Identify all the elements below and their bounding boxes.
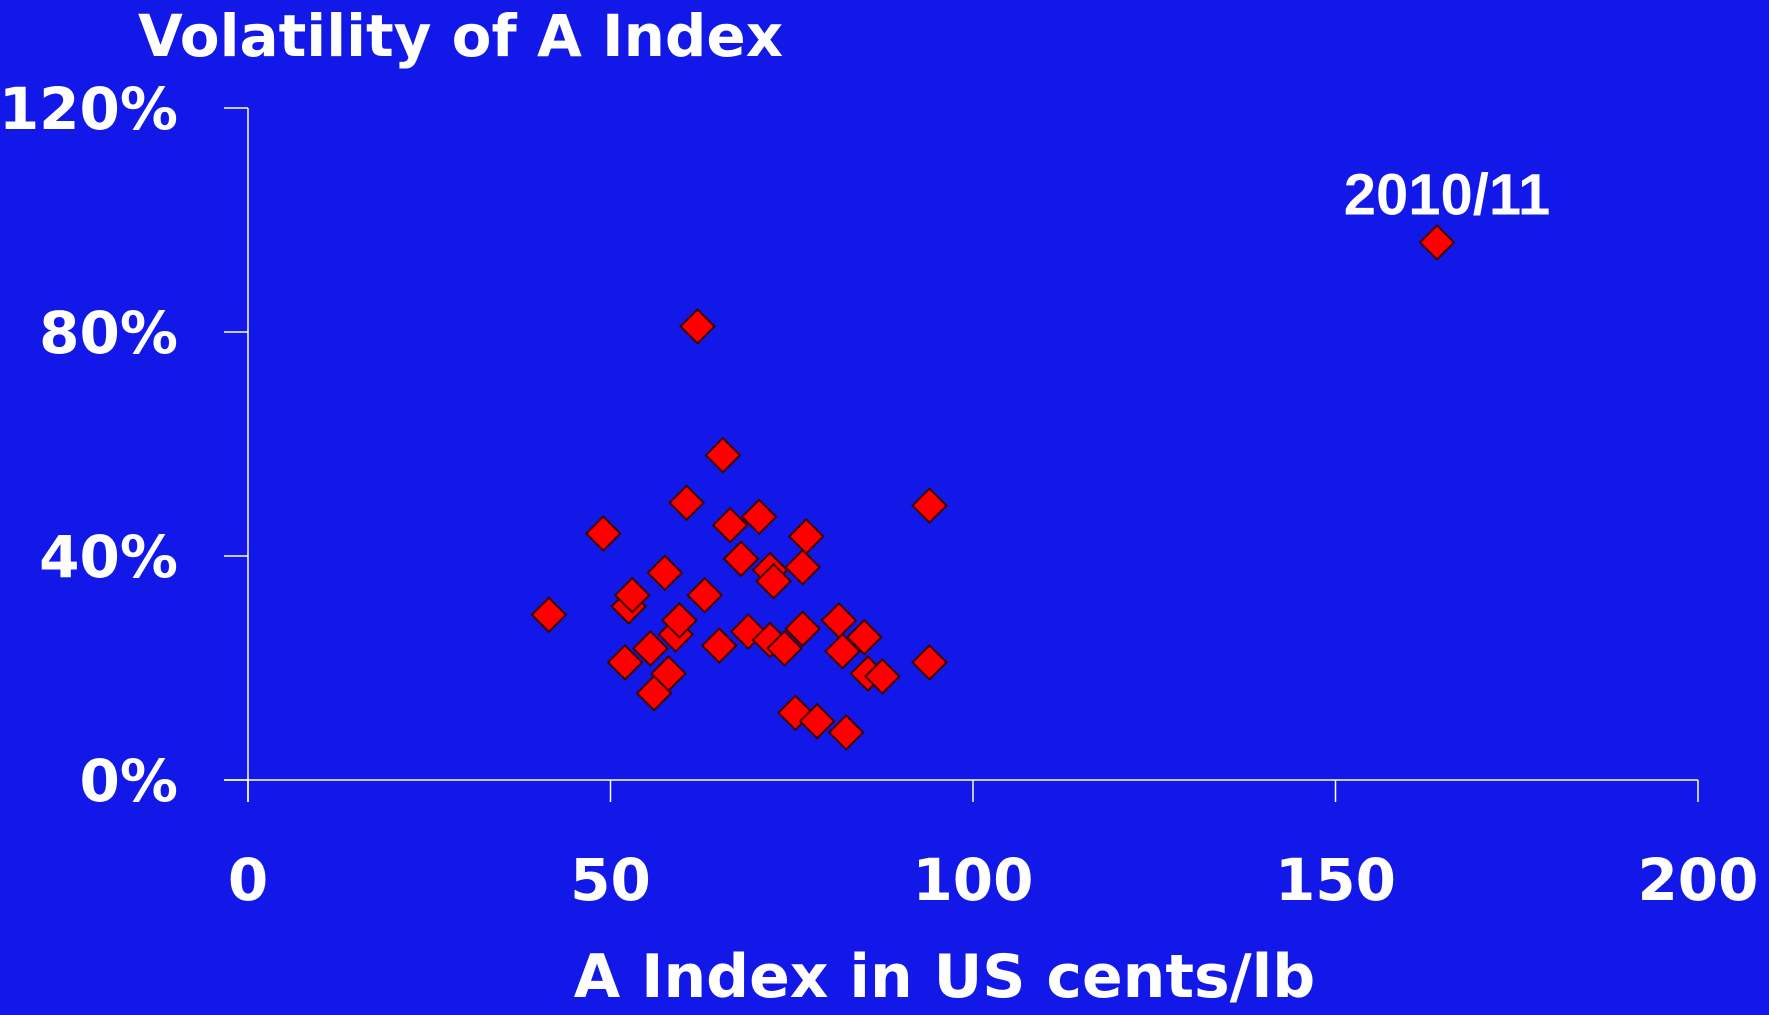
- chart-title: Volatility of A Index: [138, 2, 784, 70]
- data-point: [827, 713, 865, 751]
- annotations: 2010/11: [1344, 162, 1550, 227]
- x-axis-label: A Index in US cents/lb: [573, 942, 1316, 1012]
- point-annotation: 2010/11: [1344, 162, 1550, 227]
- data-point: [1418, 223, 1456, 261]
- data-point: [613, 576, 651, 614]
- data-point: [679, 307, 716, 345]
- data-point: [668, 484, 706, 522]
- data-point: [631, 629, 669, 667]
- data-point: [606, 643, 644, 681]
- tick-labels: 0% 40% 80% 120% 0 50 100 150 200: [0, 75, 1759, 914]
- data-point: [911, 643, 948, 681]
- data-points: [530, 223, 1456, 751]
- x-tick-label: 200: [1637, 846, 1758, 914]
- y-tick-label: 0%: [80, 747, 178, 815]
- x-tick-label: 100: [912, 846, 1033, 914]
- y-tick-label: 40%: [39, 523, 178, 591]
- data-point: [911, 487, 948, 525]
- data-point: [824, 632, 861, 670]
- data-point: [740, 498, 778, 536]
- data-point: [798, 702, 836, 740]
- data-point: [650, 655, 687, 693]
- x-tick-label: 0: [228, 846, 268, 914]
- data-point: [704, 436, 742, 474]
- y-tick-label: 80%: [39, 299, 178, 367]
- data-point: [766, 629, 803, 667]
- data-point: [700, 627, 738, 665]
- axes: [224, 107, 1699, 802]
- data-point: [784, 610, 822, 648]
- data-point: [845, 618, 883, 656]
- data-point: [660, 601, 698, 639]
- data-point: [686, 576, 724, 614]
- data-point: [722, 540, 760, 578]
- x-tick-label: 150: [1275, 846, 1396, 914]
- data-point: [530, 596, 568, 634]
- data-point: [646, 554, 684, 592]
- y-tick-label: 120%: [0, 75, 178, 143]
- data-point: [755, 562, 793, 600]
- data-point: [863, 657, 901, 695]
- data-point: [784, 548, 822, 586]
- data-point: [787, 517, 825, 555]
- data-point: [584, 515, 622, 553]
- data-point: [711, 506, 749, 544]
- x-tick-label: 50: [570, 846, 651, 914]
